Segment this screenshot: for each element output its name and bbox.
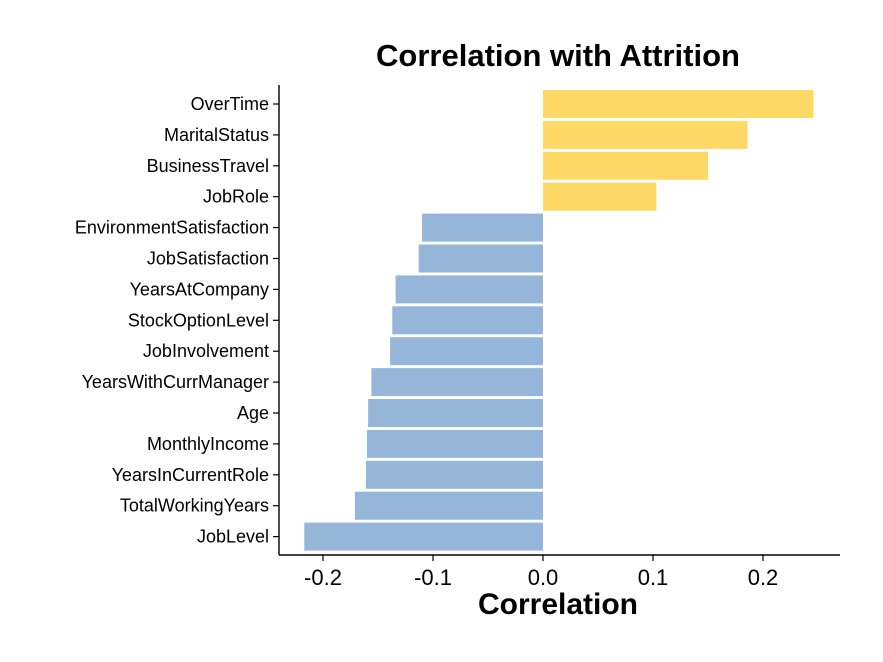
bar-EnvironmentSatisfaction <box>422 213 543 242</box>
bar-JobLevel <box>304 522 543 551</box>
chart-title: Correlation with Attrition <box>376 38 740 73</box>
y-tick-label: OverTime <box>191 94 269 114</box>
bar-JobRole <box>543 182 657 211</box>
y-tick-label: YearsAtCompany <box>130 279 269 299</box>
bar-YearsWithCurrManager <box>371 368 543 397</box>
y-tick-label: JobRole <box>203 187 269 207</box>
y-tick-label: MonthlyIncome <box>147 434 269 454</box>
bar-StockOptionLevel <box>392 306 543 335</box>
y-tick-label: YearsWithCurrManager <box>82 372 269 392</box>
y-tick-label: JobSatisfaction <box>147 249 269 269</box>
x-ticks-layer: -0.2 -0.1 0.0 0.1 0.2 <box>304 555 778 590</box>
x-tick-label: -0.1 <box>414 565 452 590</box>
x-tick-label: 0.1 <box>638 565 669 590</box>
bar-MonthlyIncome <box>367 429 543 458</box>
y-tick-label: StockOptionLevel <box>128 310 269 330</box>
bar-JobInvolvement <box>390 337 543 366</box>
y-tick-label: JobInvolvement <box>143 341 269 361</box>
x-tick-label: 0.2 <box>748 565 779 590</box>
bars-layer <box>304 90 814 551</box>
y-tick-label: JobLevel <box>197 527 269 547</box>
y-tick-label: BusinessTravel <box>147 156 269 176</box>
y-tick-label: YearsInCurrentRole <box>112 465 269 485</box>
x-axis-label: Correlation <box>478 588 638 621</box>
bar-JobSatisfaction <box>418 244 543 273</box>
bar-YearsInCurrentRole <box>365 460 543 489</box>
x-tick-label: -0.2 <box>304 565 342 590</box>
y-tick-label: MaritalStatus <box>164 125 269 145</box>
y-tick-label: EnvironmentSatisfaction <box>75 218 269 238</box>
bar-MaritalStatus <box>543 120 748 149</box>
bar-OverTime <box>543 90 814 118</box>
bar-TotalWorkingYears <box>354 491 543 520</box>
bar-Age <box>368 399 543 427</box>
bar-BusinessTravel <box>543 151 708 180</box>
x-tick-label: 0.0 <box>528 565 559 590</box>
y-tick-label: TotalWorkingYears <box>120 496 269 516</box>
y-ticks-layer: OverTime MaritalStatus BusinessTravel JobRo… <box>75 94 279 547</box>
y-tick-label: Age <box>237 403 269 423</box>
bar-YearsAtCompany <box>395 275 543 304</box>
